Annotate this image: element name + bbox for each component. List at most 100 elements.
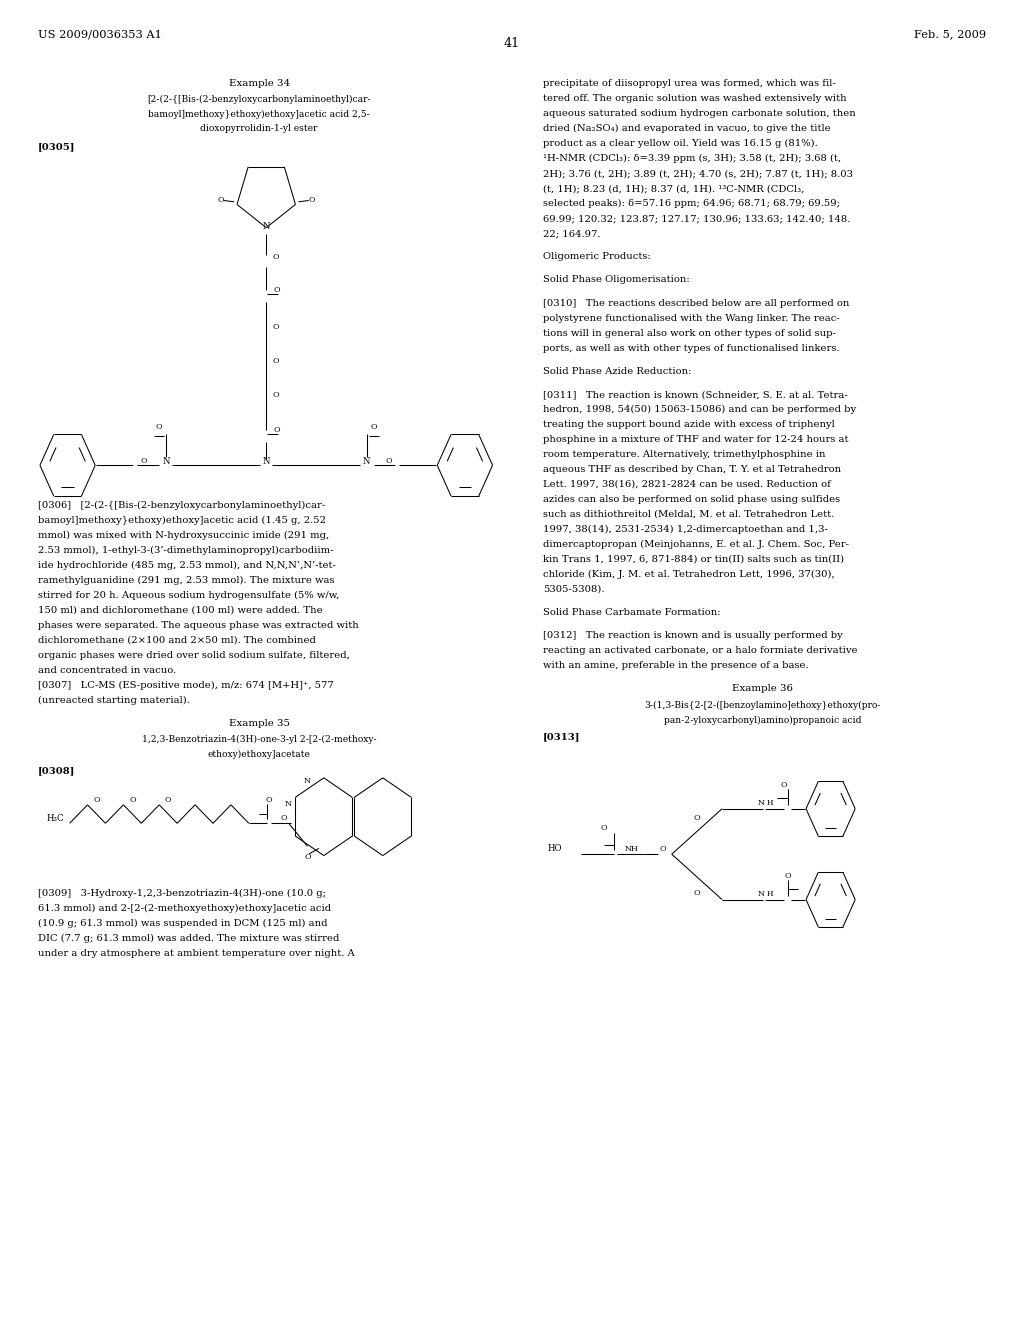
Text: phases were separated. The aqueous phase was extracted with: phases were separated. The aqueous phase… (38, 620, 358, 630)
Text: O: O (386, 457, 392, 466)
Text: product as a clear yellow oil. Yield was 16.15 g (81%).: product as a clear yellow oil. Yield was… (543, 139, 817, 148)
Text: 3-(1,3-Bis{2-[2-([benzoylamino]ethoxy}ethoxy(pro-: 3-(1,3-Bis{2-[2-([benzoylamino]ethoxy}et… (645, 701, 881, 710)
Text: tered off. The organic solution was washed extensively with: tered off. The organic solution was wash… (543, 94, 847, 103)
Text: [0309]   3-Hydroxy-1,2,3-benzotriazin-4(3H)-one (10.0 g;: [0309] 3-Hydroxy-1,2,3-benzotriazin-4(3H… (38, 890, 326, 899)
Text: O: O (93, 796, 99, 804)
Text: ethoxy)ethoxy]acetate: ethoxy)ethoxy]acetate (208, 750, 310, 759)
Text: ide hydrochloride (485 mg, 2.53 mmol), and N,N,N’,N’-tet-: ide hydrochloride (485 mg, 2.53 mmol), a… (38, 561, 336, 570)
Text: Solid Phase Oligomerisation:: Solid Phase Oligomerisation: (543, 276, 689, 285)
Text: O: O (272, 322, 279, 331)
Text: phosphine in a mixture of THF and water for 12-24 hours at: phosphine in a mixture of THF and water … (543, 436, 848, 444)
Text: O: O (272, 252, 279, 261)
Text: O: O (371, 422, 377, 432)
Text: bamoyl]methoxy}ethoxy)ethoxy]acetic acid 2,5-: bamoyl]methoxy}ethoxy)ethoxy]acetic acid… (148, 110, 370, 119)
Text: US 2009/0036353 A1: US 2009/0036353 A1 (38, 29, 162, 40)
Text: 1,2,3-Benzotriazin-4(3H)-one-3-yl 2-[2-(2-methoxy-: 1,2,3-Benzotriazin-4(3H)-one-3-yl 2-[2-(… (141, 735, 377, 744)
Text: [0311]   The reaction is known (Schneider, S. E. at al. Tetra-: [0311] The reaction is known (Schneider,… (543, 391, 848, 399)
Text: N: N (262, 222, 270, 231)
Text: dried (Na₂SO₄) and evaporated in vacuo, to give the title: dried (Na₂SO₄) and evaporated in vacuo, … (543, 124, 830, 133)
Text: O: O (273, 425, 280, 434)
Text: Oligomeric Products:: Oligomeric Products: (543, 252, 650, 261)
Text: such as dithiothreitol (Meldal, M. et al. Tetrahedron Lett.: such as dithiothreitol (Meldal, M. et al… (543, 510, 834, 519)
Text: [0313]: [0313] (543, 733, 581, 741)
Text: precipitate of diisopropyl urea was formed, which was fil-: precipitate of diisopropyl urea was form… (543, 79, 836, 88)
Text: N: N (262, 457, 270, 466)
Text: O: O (308, 197, 315, 205)
Text: O: O (693, 888, 700, 896)
Text: reacting an activated carbonate, or a halo formiate derivative: reacting an activated carbonate, or a ha… (543, 647, 857, 655)
Text: dichloromethane (2×100 and 2×50 ml). The combined: dichloromethane (2×100 and 2×50 ml). The… (38, 636, 315, 644)
Text: Solid Phase Carbamate Formation:: Solid Phase Carbamate Formation: (543, 609, 720, 616)
Text: O: O (165, 796, 171, 804)
Text: Example 35: Example 35 (228, 718, 290, 727)
Text: O: O (601, 824, 607, 832)
Text: O: O (780, 781, 786, 789)
Text: stirred for 20 h. Aqueous sodium hydrogensulfate (5% w/w,: stirred for 20 h. Aqueous sodium hydroge… (38, 591, 339, 601)
Text: polystyrene functionalised with the Wang linker. The reac-: polystyrene functionalised with the Wang… (543, 314, 840, 322)
Text: O: O (281, 814, 287, 822)
Text: O: O (266, 796, 272, 804)
Text: hedron, 1998, 54(50) 15063-15086) and can be performed by: hedron, 1998, 54(50) 15063-15086) and ca… (543, 405, 856, 414)
Text: H: H (766, 890, 772, 899)
Text: N: N (285, 800, 291, 808)
Text: NH: NH (625, 845, 639, 853)
Text: [0312]   The reaction is known and is usually performed by: [0312] The reaction is known and is usua… (543, 631, 843, 640)
Text: Feb. 5, 2009: Feb. 5, 2009 (914, 29, 986, 40)
Text: 41: 41 (504, 37, 520, 50)
Text: O: O (140, 457, 146, 466)
Text: Lett. 1997, 38(16), 2821-2824 can be used. Reduction of: Lett. 1997, 38(16), 2821-2824 can be use… (543, 480, 830, 488)
Text: under a dry atmosphere at ambient temperature over night. A: under a dry atmosphere at ambient temper… (38, 949, 354, 958)
Text: N: N (304, 776, 311, 785)
Text: O: O (156, 422, 162, 432)
Text: Example 34: Example 34 (228, 79, 290, 88)
Text: selected peaks): δ=57.16 ppm; 64.96; 68.71; 68.79; 69.59;: selected peaks): δ=57.16 ppm; 64.96; 68.… (543, 199, 840, 209)
Text: dimercaptopropan (Meinjohanns, E. et al. J. Chem. Soc, Per-: dimercaptopropan (Meinjohanns, E. et al.… (543, 540, 849, 549)
Text: N: N (362, 457, 371, 466)
Text: room temperature. Alternatively, trimethylphosphine in: room temperature. Alternatively, trimeth… (543, 450, 825, 459)
Text: HO: HO (548, 845, 562, 854)
Text: DIC (7.7 g; 61.3 mmol) was added. The mixture was stirred: DIC (7.7 g; 61.3 mmol) was added. The mi… (38, 935, 339, 944)
Text: O: O (659, 845, 666, 853)
Text: aqueous saturated sodium hydrogen carbonate solution, then: aqueous saturated sodium hydrogen carbon… (543, 110, 855, 119)
Text: dioxopyrrolidin-1-yl ester: dioxopyrrolidin-1-yl ester (201, 124, 317, 133)
Text: Example 36: Example 36 (732, 684, 794, 693)
Text: kin Trans 1, 1997, 6, 871-884) or tin(II) salts such as tin(II): kin Trans 1, 1997, 6, 871-884) or tin(II… (543, 554, 844, 564)
Text: O: O (129, 796, 135, 804)
Text: bamoyl]methoxy}ethoxy)ethoxy]acetic acid (1.45 g, 2.52: bamoyl]methoxy}ethoxy)ethoxy]acetic acid… (38, 516, 326, 525)
Text: 5305-5308).: 5305-5308). (543, 585, 604, 594)
Text: [0308]: [0308] (38, 767, 75, 776)
Text: H₃C: H₃C (47, 813, 65, 822)
Text: treating the support bound azide with excess of triphenyl: treating the support bound azide with ex… (543, 420, 835, 429)
Text: O: O (273, 285, 280, 294)
Text: mmol) was mixed with N-hydroxysuccinic imide (291 mg,: mmol) was mixed with N-hydroxysuccinic i… (38, 531, 329, 540)
Text: O: O (217, 197, 224, 205)
Text: 2H); 3.76 (t, 2H); 3.89 (t, 2H); 4.70 (s, 2H); 7.87 (t, 1H); 8.03: 2H); 3.76 (t, 2H); 3.89 (t, 2H); 4.70 (s… (543, 169, 853, 178)
Text: N: N (758, 800, 765, 808)
Text: 22; 164.97.: 22; 164.97. (543, 228, 600, 238)
Text: ¹H-NMR (CDCl₃): δ=3.39 ppm (s, 3H); 3.58 (t, 2H); 3.68 (t,: ¹H-NMR (CDCl₃): δ=3.39 ppm (s, 3H); 3.58… (543, 154, 841, 164)
Text: [0306]   [2-(2-{[Bis-(2-benzyloxycarbonylaminoethyl)car-: [0306] [2-(2-{[Bis-(2-benzyloxycarbonyla… (38, 502, 326, 510)
Text: chloride (Kim, J. M. et al. Tetrahedron Lett, 1996, 37(30),: chloride (Kim, J. M. et al. Tetrahedron … (543, 570, 835, 579)
Text: O: O (784, 871, 791, 880)
Text: ports, as well as with other types of functionalised linkers.: ports, as well as with other types of fu… (543, 343, 840, 352)
Text: and concentrated in vacuo.: and concentrated in vacuo. (38, 665, 176, 675)
Text: (10.9 g; 61.3 mmol) was suspended in DCM (125 ml) and: (10.9 g; 61.3 mmol) was suspended in DCM… (38, 919, 328, 928)
Text: with an amine, preferable in the presence of a base.: with an amine, preferable in the presenc… (543, 661, 808, 671)
Text: 61.3 mmol) and 2-[2-(2-methoxyethoxy)ethoxy]acetic acid: 61.3 mmol) and 2-[2-(2-methoxyethoxy)eth… (38, 904, 331, 913)
Text: (unreacted starting material).: (unreacted starting material). (38, 696, 189, 705)
Text: 2.53 mmol), 1-ethyl-3-(3’-dimethylaminopropyl)carbodiim-: 2.53 mmol), 1-ethyl-3-(3’-dimethylaminop… (38, 546, 334, 554)
Text: Solid Phase Azide Reduction:: Solid Phase Azide Reduction: (543, 367, 691, 376)
Text: tions will in general also work on other types of solid sup-: tions will in general also work on other… (543, 329, 836, 338)
Text: O: O (304, 853, 310, 861)
Text: ramethylguanidine (291 mg, 2.53 mmol). The mixture was: ramethylguanidine (291 mg, 2.53 mmol). T… (38, 576, 335, 585)
Text: N: N (162, 457, 170, 466)
Text: [2-(2-{[Bis-(2-benzyloxycarbonylaminoethyl)car-: [2-(2-{[Bis-(2-benzyloxycarbonylaminoeth… (147, 95, 371, 104)
Text: H: H (766, 800, 772, 808)
Text: (t, 1H); 8.23 (d, 1H); 8.37 (d, 1H). ¹³C-NMR (CDCl₃,: (t, 1H); 8.23 (d, 1H); 8.37 (d, 1H). ¹³C… (543, 183, 804, 193)
Text: 69.99; 120.32; 123.87; 127.17; 130.96; 133.63; 142.40; 148.: 69.99; 120.32; 123.87; 127.17; 130.96; 1… (543, 214, 850, 223)
Text: azides can also be performed on solid phase using sulfides: azides can also be performed on solid ph… (543, 495, 840, 504)
Text: [0310]   The reactions described below are all performed on: [0310] The reactions described below are… (543, 298, 849, 308)
Text: O: O (693, 814, 700, 822)
Text: pan-2-yloxycarbonyl)amino)propanoic acid: pan-2-yloxycarbonyl)amino)propanoic acid (665, 715, 861, 725)
Text: N: N (758, 890, 765, 899)
